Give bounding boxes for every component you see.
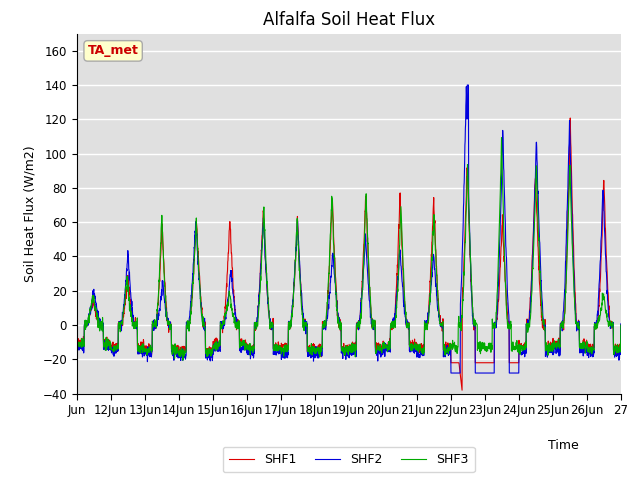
SHF1	[566, 115, 574, 121]
SHF1	[610, 341, 618, 347]
SHF3	[381, 342, 389, 348]
SHF1	[458, 387, 466, 393]
SHF3	[73, 336, 81, 342]
SHF1	[381, 341, 389, 347]
Text: TA_met: TA_met	[88, 44, 138, 58]
SHF2	[463, 82, 471, 88]
SHF1	[127, 301, 135, 307]
SHF3	[544, 346, 552, 352]
SHF3	[617, 322, 625, 328]
SHF1	[244, 345, 252, 351]
SHF3	[127, 310, 135, 316]
SHF1	[617, 322, 625, 328]
SHF3	[179, 357, 187, 363]
SHF2	[610, 347, 618, 353]
Legend: SHF1, SHF2, SHF3: SHF1, SHF2, SHF3	[223, 447, 475, 472]
Line: SHF2: SHF2	[77, 85, 621, 373]
SHF1	[513, 360, 520, 366]
SHF2	[544, 349, 552, 355]
Text: Time: Time	[548, 439, 579, 452]
SHF2	[513, 370, 521, 376]
SHF1	[543, 345, 551, 351]
Y-axis label: Soil Heat Flux (W/m2): Soil Heat Flux (W/m2)	[24, 145, 36, 282]
Line: SHF3: SHF3	[77, 137, 621, 360]
SHF3	[610, 347, 618, 352]
SHF3	[498, 134, 506, 140]
SHF2	[127, 296, 135, 302]
SHF3	[513, 337, 521, 343]
SHF2	[244, 352, 252, 358]
SHF3	[245, 347, 253, 352]
SHF2	[381, 347, 389, 352]
Title: Alfalfa Soil Heat Flux: Alfalfa Soil Heat Flux	[263, 11, 435, 29]
SHF1	[73, 340, 81, 346]
Line: SHF1: SHF1	[77, 118, 621, 390]
SHF2	[617, 321, 625, 327]
SHF2	[447, 370, 455, 376]
SHF2	[73, 346, 81, 351]
